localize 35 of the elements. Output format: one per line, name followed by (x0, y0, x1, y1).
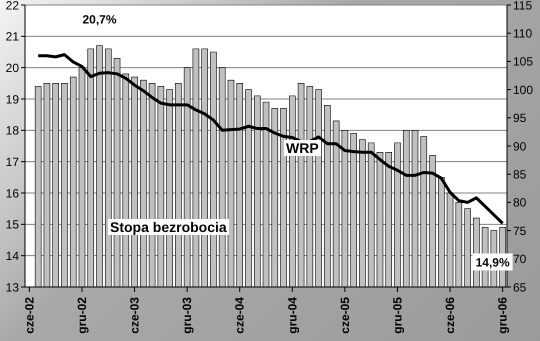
y2-tick-label: 100 (513, 82, 534, 97)
x-tick-label: gru-06 (496, 296, 510, 334)
y-tick-label: 14 (6, 248, 20, 263)
x-tick-label: gru-03 (180, 296, 194, 334)
x-tick-label: cze-04 (232, 296, 247, 334)
series-label: WRP (284, 140, 321, 156)
x-tick-label: cze-06 (443, 296, 458, 334)
annotation: 20,7% (82, 12, 117, 27)
y-tick-label: 16 (6, 186, 20, 200)
x-tick-label: gru-05 (390, 296, 404, 334)
y-tick-label: 22 (6, 0, 20, 12)
x-tick-label: cze-03 (128, 296, 142, 334)
y2-tick-label: 70 (513, 252, 527, 266)
x-tick-label: cze-02 (22, 296, 36, 334)
y2-tick-label: 75 (513, 224, 527, 238)
annotation: 14,9% (476, 255, 510, 270)
y2-tick-label: 110 (513, 26, 532, 40)
y-tick-label: 21 (6, 30, 20, 44)
y-tick-label: 19 (6, 92, 20, 106)
y2-tick-label: 95 (513, 111, 527, 126)
y2-tick-label: 85 (513, 167, 527, 182)
y-tick-label: 15 (6, 218, 20, 232)
series-label: Stopa bezrobocia (108, 219, 229, 235)
x-tick-label: gru-04 (285, 296, 300, 334)
y-tick-label: 20 (6, 60, 20, 75)
y-tick-label: 18 (6, 124, 20, 138)
y2-tick-label: 65 (513, 280, 527, 294)
y-tick-label: 13 (6, 280, 20, 294)
y-tick-label: 17 (6, 154, 20, 169)
y2-tick-label: 105 (513, 54, 534, 69)
y2-tick-label: 90 (513, 139, 527, 154)
y2-tick-label: 115 (513, 0, 532, 12)
x-tick-label: gru-02 (74, 296, 89, 334)
y2-tick-label: 80 (513, 196, 527, 210)
x-tick-label: cze-05 (338, 296, 352, 334)
